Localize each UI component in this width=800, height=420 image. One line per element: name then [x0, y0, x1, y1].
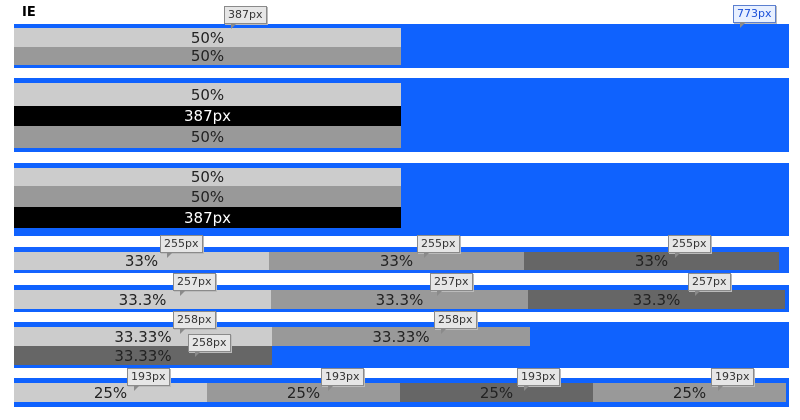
width-tooltip: 257px [173, 273, 216, 296]
cell-33-3-percent: 33.3% [271, 290, 528, 309]
test-row-6: 33.33% 33.33% 33.33% [14, 322, 789, 368]
cell-33-33-percent: 33.33% [14, 346, 272, 365]
width-tooltip: 258px [173, 311, 216, 334]
cell-50-percent: 50% [14, 28, 401, 47]
cell-25-percent: 25% [207, 383, 400, 402]
cell-25-percent: 25% [400, 383, 593, 402]
cell-25-percent: 25% [593, 383, 786, 402]
cell-33-percent: 33% [269, 252, 524, 270]
cell-fixed-width: 387px [14, 106, 401, 126]
cell-50-percent: 50% [14, 186, 401, 207]
width-tooltip: 193px [127, 368, 170, 391]
width-tooltip: 387px [224, 6, 267, 29]
test-row-1: 50% 50% [14, 24, 789, 68]
browser-label: IE [22, 5, 36, 20]
cell-25-percent: 25% [14, 383, 207, 402]
cell-33-33-percent: 33.33% [14, 327, 272, 346]
cell-50-percent: 50% [14, 168, 401, 186]
width-tooltip: 258px [188, 334, 231, 357]
cell-33-3-percent: 33.3% [14, 290, 271, 309]
cell-33-33-percent: 33.33% [272, 327, 530, 346]
width-tooltip: 255px [668, 235, 711, 258]
width-tooltip: 193px [517, 368, 560, 391]
width-tooltip: 255px [417, 235, 460, 258]
test-row-2: 50% 387px 50% [14, 78, 789, 152]
cell-fixed-width: 387px [14, 207, 401, 228]
cell-50-percent: 50% [14, 83, 401, 106]
width-tooltip: 193px [321, 368, 364, 391]
test-row-4: 33% 33% 33% [14, 247, 789, 273]
width-tooltip: 193px [711, 368, 754, 391]
cell-50-percent: 50% [14, 47, 401, 65]
test-row-3: 50% 50% 387px [14, 163, 789, 236]
cell-33-percent: 33% [524, 252, 779, 270]
cell-33-percent: 33% [14, 252, 269, 270]
width-tooltip: 257px [430, 273, 473, 296]
width-tooltip: 257px [688, 273, 731, 296]
width-tooltip: 255px [160, 235, 203, 258]
test-row-5: 33.3% 33.3% 33.3% [14, 285, 789, 312]
width-tooltip: 258px [434, 311, 477, 334]
cell-50-percent: 50% [14, 126, 401, 148]
cell-33-3-percent: 33.3% [528, 290, 785, 309]
width-tooltip: 773px [733, 5, 776, 28]
